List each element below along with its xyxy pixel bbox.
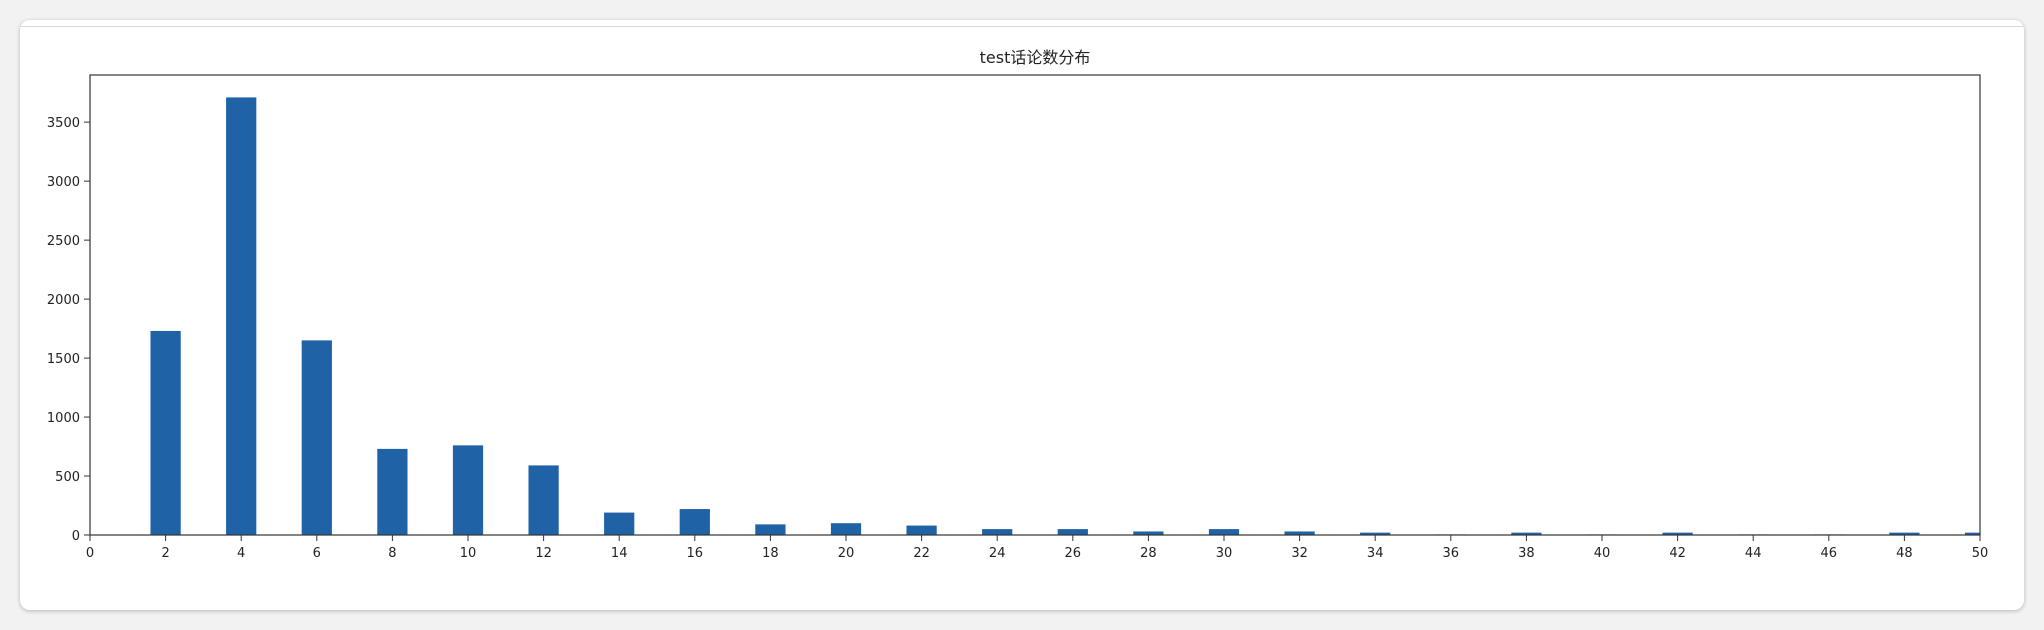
x-tick-label: 46 (1821, 546, 1838, 561)
x-tick-label: 26 (1065, 546, 1082, 561)
x-tick-label: 24 (989, 546, 1006, 561)
x-tick-label: 18 (762, 546, 779, 561)
x-tick-label: 12 (535, 546, 552, 561)
bar-22 (906, 525, 937, 535)
bar-16 (679, 509, 710, 535)
x-tick-label: 30 (1216, 546, 1233, 561)
bar-24 (982, 529, 1013, 535)
x-axis-ticks: 0 2 4 6 8 10 12 14 16 18 20 22 24 26 28 30 32 34 36 38 40 42 4… (86, 535, 1988, 561)
y-tick-label: 3500 (47, 116, 80, 131)
x-tick-label: 0 (86, 546, 94, 561)
x-tick-label: 8 (388, 546, 396, 561)
plot-area-border (89, 74, 1981, 536)
y-tick-label: 3000 (47, 175, 80, 190)
x-tick-label: 36 (1443, 546, 1460, 561)
y-tick-label: 2000 (47, 293, 80, 308)
bar-28 (1133, 531, 1164, 535)
bar-6 (301, 340, 332, 535)
bar-34 (1360, 532, 1391, 535)
x-tick-label: 2 (161, 546, 169, 561)
x-tick-label: 34 (1367, 546, 1384, 561)
x-tick-label: 6 (313, 546, 321, 561)
x-tick-label: 4 (237, 546, 245, 561)
bar-18 (755, 524, 786, 535)
x-tick-label: 44 (1745, 546, 1762, 561)
x-tick-label: 42 (1669, 546, 1686, 561)
y-tick-label: 1500 (47, 352, 80, 367)
bar-38 (1511, 532, 1542, 535)
x-tick-label: 40 (1594, 546, 1611, 561)
bar-14 (604, 512, 635, 535)
bar-20 (830, 523, 862, 535)
bar-30 (1208, 529, 1240, 535)
bar-2 (150, 330, 181, 535)
frame-divider (20, 20, 2024, 27)
x-tick-label: 32 (1291, 546, 1308, 561)
bar-4 (226, 97, 257, 536)
bar-26 (1057, 529, 1088, 535)
x-tick-label: 38 (1518, 546, 1535, 561)
x-tick-label: 10 (460, 546, 477, 561)
x-tick-label: 50 (1972, 546, 1989, 561)
chart-frame: test话论数分布 0 500 1000 1500 2000 2500 3000 3500 0… (20, 20, 2024, 610)
chart-title: test话论数分布 (980, 48, 1091, 67)
y-tick-label: 500 (55, 470, 80, 485)
y-axis-ticks: 0 500 1000 1500 2000 2500 3000 3500 (47, 116, 90, 544)
y-tick-label: 1000 (47, 411, 80, 426)
x-tick-label: 48 (1896, 546, 1913, 561)
bar-12 (528, 465, 559, 535)
bar-50 (1964, 532, 1980, 535)
y-tick-label: 0 (72, 529, 80, 544)
x-tick-label: 22 (913, 546, 930, 561)
x-tick-label: 16 (687, 546, 704, 561)
bars-group (150, 97, 1980, 536)
bar-32 (1284, 531, 1315, 535)
bar-8 (377, 448, 408, 535)
bar-42 (1662, 532, 1693, 535)
x-tick-label: 20 (838, 546, 855, 561)
y-tick-label: 2500 (47, 234, 80, 249)
bar-10 (452, 445, 484, 535)
x-tick-label: 14 (611, 546, 628, 561)
x-tick-label: 28 (1140, 546, 1157, 561)
bar-48 (1889, 532, 1920, 535)
